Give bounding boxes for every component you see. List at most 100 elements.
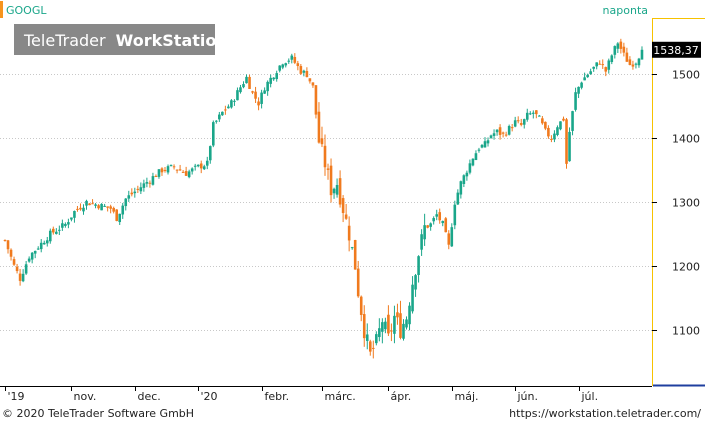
watermark-text-part1: TeleTrader: [23, 31, 106, 50]
candle-body: [444, 218, 448, 233]
x-tick-label: júl.: [581, 390, 599, 403]
x-tick-label: jún.: [517, 390, 539, 403]
candle-body: [432, 218, 435, 222]
candle-body: [583, 77, 586, 81]
candle-body: [148, 182, 152, 184]
candle-body: [535, 110, 538, 115]
candle-body: [387, 314, 390, 334]
candle-body: [381, 322, 384, 332]
candle-body: [136, 188, 140, 190]
candle-body: [251, 91, 254, 93]
candle-body: [356, 268, 360, 297]
candle-body: [471, 158, 475, 166]
x-tick-label: '20: [201, 390, 218, 403]
candle-body: [79, 207, 82, 210]
candle-body: [577, 86, 580, 94]
candle-body: [420, 234, 423, 250]
candle-body: [64, 223, 67, 226]
candle-body: [236, 90, 239, 101]
candle-body: [130, 192, 134, 195]
candle-body: [344, 214, 348, 219]
candle-body: [435, 214, 438, 217]
candle-body: [640, 49, 644, 60]
candle-body: [21, 273, 25, 282]
candle-body: [48, 230, 52, 242]
candle-body: [181, 171, 185, 173]
candle-body: [634, 63, 638, 65]
candle-body: [24, 264, 28, 274]
candle-body: [468, 163, 472, 173]
x-tick-label: márc.: [325, 390, 356, 403]
candle-body: [565, 119, 568, 164]
candle-body: [541, 118, 544, 124]
svg-text:TeleTrader WorkStation: TeleTrader WorkStation: [23, 31, 228, 50]
candle-body: [163, 169, 167, 171]
candle-body: [151, 176, 155, 185]
candle-body: [221, 111, 224, 116]
candle-body: [166, 166, 170, 173]
candle-body: [30, 252, 34, 260]
candle-body: [263, 90, 266, 94]
x-tick-label: máj.: [455, 390, 479, 403]
candle-body: [326, 168, 330, 170]
candle-body: [411, 284, 414, 312]
candle-body: [332, 188, 336, 194]
last-price-label: 1538,37: [653, 44, 699, 57]
candle-body: [359, 296, 363, 315]
candle-body: [314, 85, 318, 115]
candle-body: [212, 122, 215, 146]
candle-body: [504, 134, 508, 136]
candle-body: [296, 63, 300, 67]
candle-body: [154, 175, 158, 177]
candle-body: [127, 195, 131, 199]
candle-body: [227, 106, 230, 109]
candle-body: [58, 229, 61, 231]
candle-body: [613, 46, 617, 55]
candle-body: [139, 187, 143, 192]
candle-body: [323, 145, 327, 168]
candle-body: [242, 84, 245, 88]
y-tick-label: 1100: [672, 325, 700, 338]
candle-body: [9, 249, 13, 257]
candle-body: [67, 222, 70, 225]
candle-body: [205, 160, 209, 166]
source-url-link[interactable]: https://workstation.teletrader.com/: [509, 407, 701, 420]
candle-body: [378, 328, 381, 338]
candle-body: [239, 87, 242, 93]
candle-body: [462, 175, 466, 185]
y-tick-label: 1500: [672, 69, 700, 82]
candle-body: [61, 223, 64, 228]
candle-body: [187, 171, 191, 178]
plot-background: [0, 0, 652, 386]
candle-body: [278, 65, 282, 71]
candle-body: [341, 198, 345, 214]
candle-body: [544, 121, 547, 129]
candle-body: [85, 200, 88, 206]
candle-body: [233, 100, 236, 102]
candle-body: [347, 225, 351, 241]
watermark-text-part2: WorkStation: [116, 31, 228, 50]
candle-body: [133, 191, 137, 194]
candle-body: [586, 74, 589, 78]
candle-body: [616, 43, 620, 49]
candle-body: [501, 132, 505, 134]
candle-body: [489, 135, 493, 138]
x-tick-label: dec.: [138, 390, 161, 403]
candle-body: [33, 250, 37, 254]
candle-body: [308, 78, 312, 82]
candle-body: [335, 184, 339, 195]
candle-body: [55, 231, 58, 234]
candle-body: [76, 208, 79, 210]
candle-body: [266, 81, 269, 92]
candle-body: [257, 101, 260, 106]
x-axis-ticks: '19 nov. dec. '20 febr. márc. ápr. máj. jún. júl.: [5, 386, 599, 403]
candle-body: [184, 171, 188, 176]
candle-body: [103, 205, 106, 207]
candle-body: [480, 145, 484, 148]
candle-body: [492, 133, 496, 136]
grid-lines: [0, 74, 652, 331]
candle-body: [350, 247, 354, 249]
candle-body: [199, 163, 203, 169]
candle-body: [272, 77, 275, 80]
